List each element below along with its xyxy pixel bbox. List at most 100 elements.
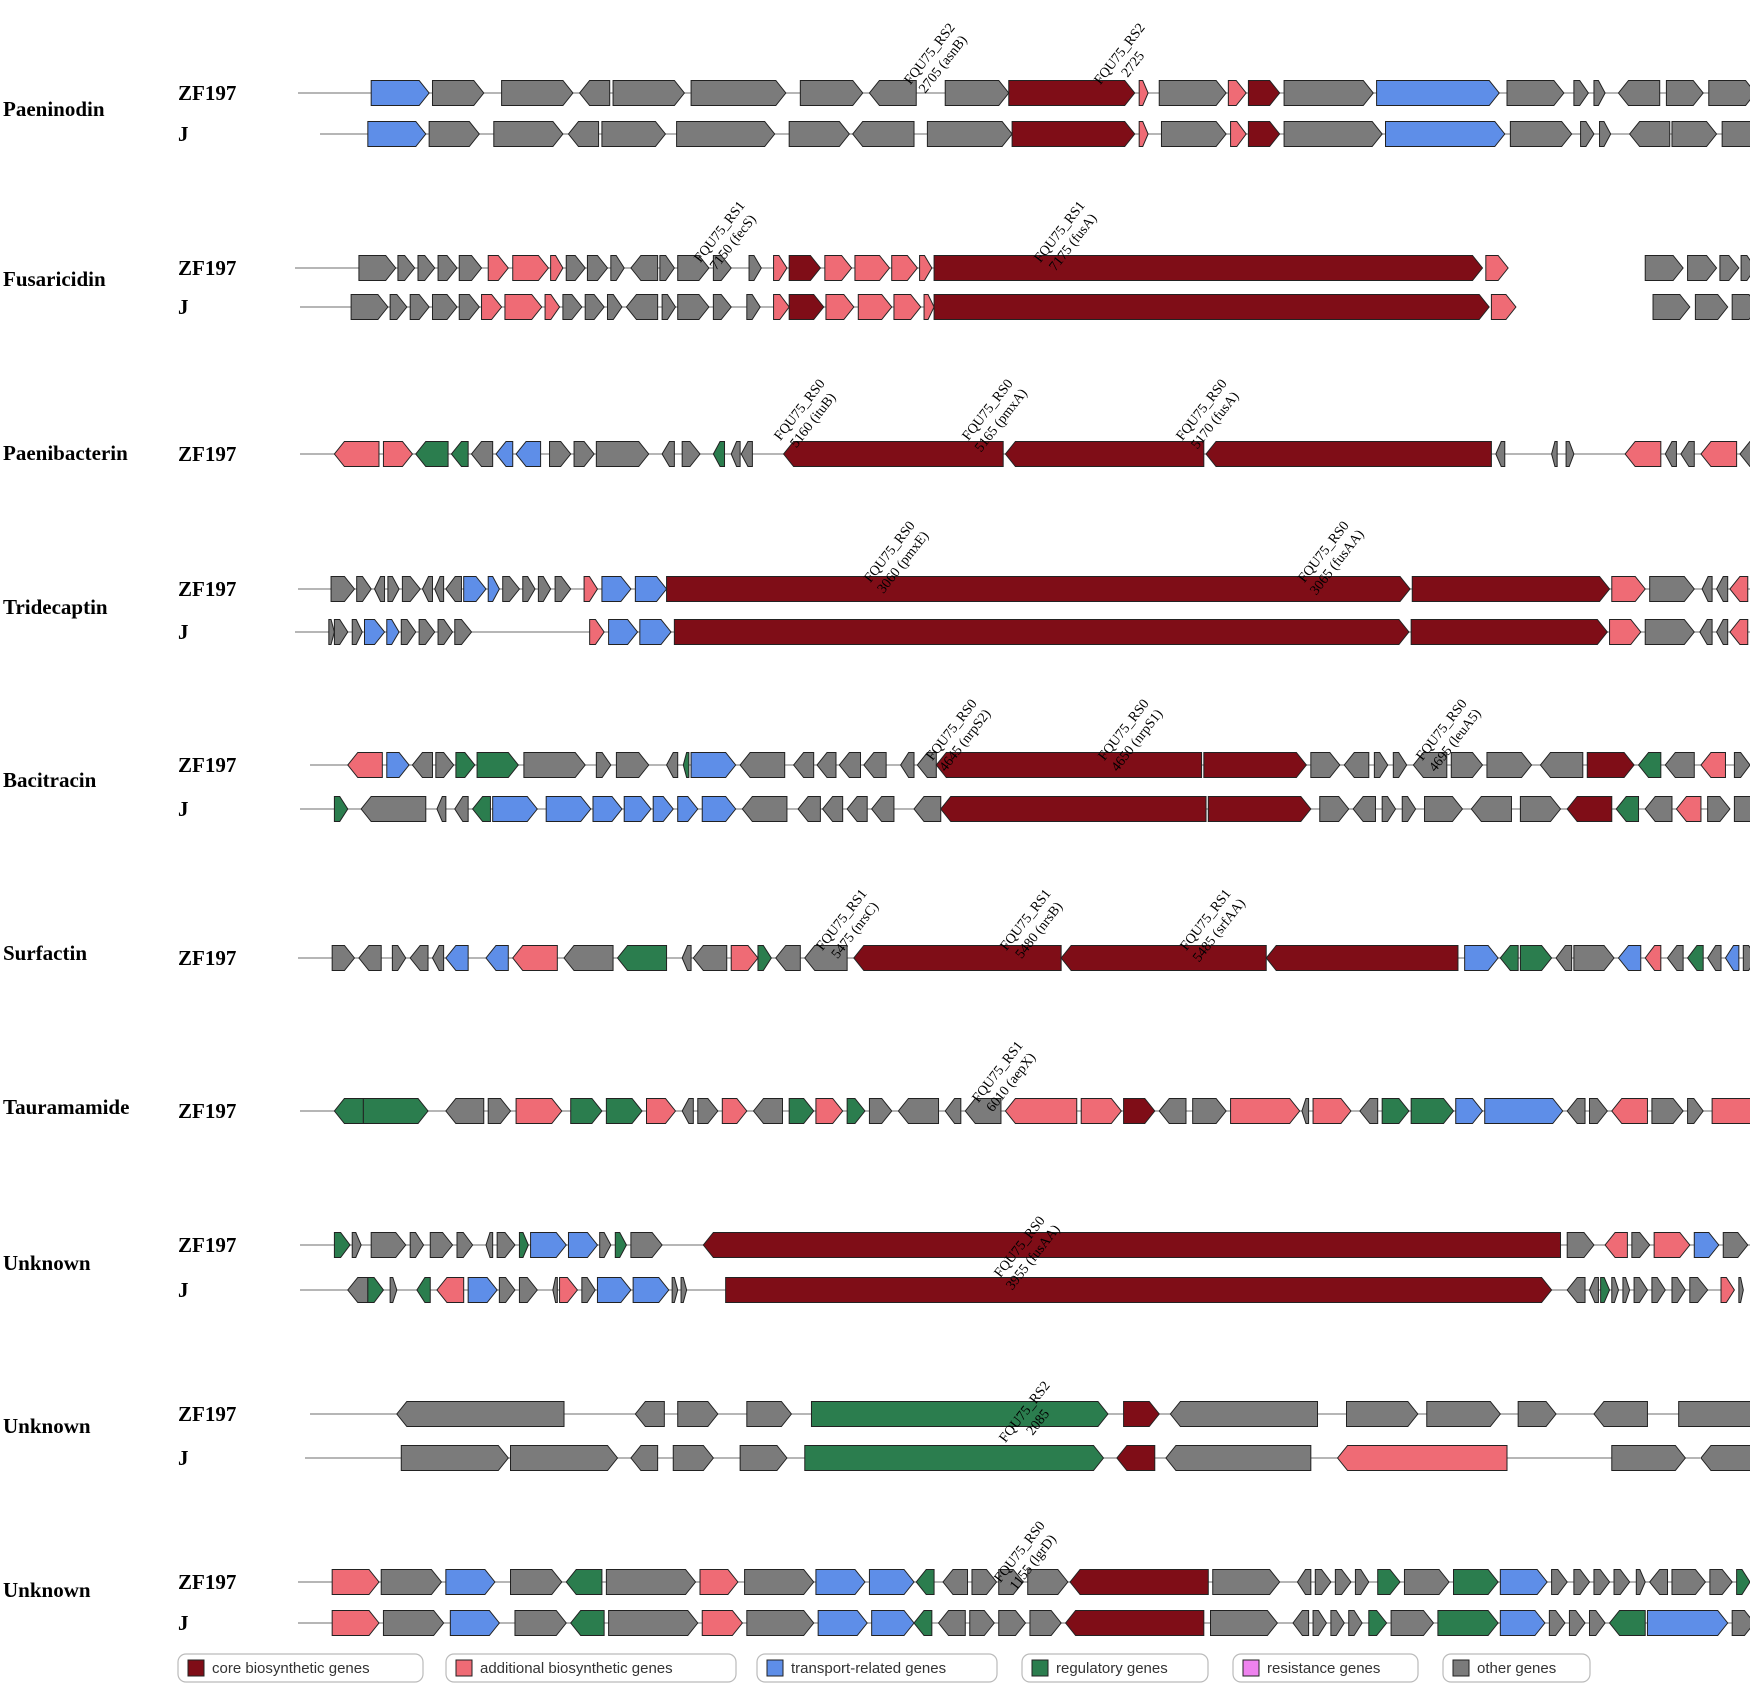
gene-arrow-transport: [601, 576, 632, 602]
gene-arrow-other: [741, 796, 788, 822]
gene-arrow-core: [1207, 796, 1312, 822]
gene-arrow-other: [868, 1098, 893, 1124]
gene-arrow-additional: [1611, 576, 1646, 602]
gene-arrow-additional: [1700, 441, 1738, 467]
gene-arrow-other: [712, 294, 732, 320]
gene-arrow-transport: [871, 1610, 915, 1636]
gene-arrow-additional: [347, 752, 383, 778]
strain-label: ZF197: [178, 1099, 236, 1123]
gene-arrow-other: [1733, 796, 1750, 822]
legend-chip[interactable]: [445, 1653, 737, 1683]
gene-arrow-other: [630, 1232, 663, 1258]
gene-arrow-other: [1671, 1569, 1707, 1595]
gene-arrow-other: [1551, 441, 1558, 467]
gene-arrow-other: [1519, 796, 1562, 822]
gene-arrow-transport: [1693, 1232, 1720, 1258]
gene-arrow-core: [1123, 1401, 1160, 1427]
gene-arrow-other: [1301, 1098, 1310, 1124]
gene-arrow-core: [782, 441, 1004, 467]
cluster-name: Bacitracin: [3, 768, 97, 792]
gene-arrow-other: [1580, 121, 1595, 147]
legend-chip[interactable]: [1442, 1653, 1591, 1683]
gene-arrow-transport: [467, 1277, 498, 1303]
gene-arrow-other: [573, 441, 595, 467]
track-J: J: [178, 619, 1750, 645]
cluster-name: Unknown: [3, 1251, 91, 1275]
strain-label: J: [178, 1278, 189, 1302]
gene-arrow-other: [1283, 80, 1374, 106]
gene-arrow-other: [1390, 1610, 1435, 1636]
gene-arrow-core: [1566, 796, 1613, 822]
gene-arrow-other: [347, 1277, 369, 1303]
gene-arrow-other: [1599, 121, 1612, 147]
gene-arrow-other: [681, 1098, 694, 1124]
gene-arrow-additional: [854, 255, 891, 281]
gene-arrow-other: [523, 752, 586, 778]
gene-arrow-other: [502, 576, 521, 602]
gene-arrow-other: [1700, 1445, 1750, 1471]
gene-arrow-other: [1319, 796, 1350, 822]
gene-arrow-additional: [559, 1277, 579, 1303]
legend-item-transport[interactable]: transport-related genes: [756, 1653, 998, 1683]
gene-arrow-regulatory: [333, 1098, 364, 1124]
track-ZF197: ZF197: [178, 1232, 1750, 1258]
gene-arrow-other: [964, 1098, 1002, 1124]
gene-arrow-additional: [824, 255, 853, 281]
gene-arrow-additional: [891, 255, 918, 281]
gene-arrow-other: [567, 121, 600, 147]
gene-arrow-other: [396, 1401, 565, 1427]
legend-item-additional[interactable]: additional biosynthetic genes: [445, 1653, 737, 1683]
gene-arrow-other: [1631, 1232, 1651, 1258]
legend-chip[interactable]: [756, 1653, 998, 1683]
legend-chip[interactable]: [1232, 1653, 1419, 1683]
gene-arrow-additional: [1729, 576, 1749, 602]
legend-swatch: [187, 1659, 205, 1677]
gene-arrow-other: [1588, 1277, 1599, 1303]
gene-arrow-other: [1566, 1098, 1586, 1124]
gene-arrow-other: [697, 1098, 719, 1124]
gene-arrow-additional: [333, 441, 380, 467]
gene-arrow-transport: [492, 796, 538, 822]
legend-item-other[interactable]: other genes: [1442, 1653, 1591, 1683]
gene-arrow-regulatory: [788, 1098, 815, 1124]
gene-arrow-other: [458, 255, 483, 281]
legend-chip[interactable]: [1021, 1653, 1209, 1683]
cluster-name: Tridecaptin: [3, 595, 108, 619]
gene-arrow-core: [853, 945, 1062, 971]
gene-arrow-other: [1192, 1098, 1227, 1124]
gene-arrow-other: [1373, 752, 1389, 778]
gene-arrow-regulatory: [565, 1569, 603, 1595]
gene-arrow-other: [409, 294, 430, 320]
gene-arrow-other: [1352, 796, 1376, 822]
gene-arrow-other: [431, 294, 458, 320]
gene-arrow-transport: [1617, 945, 1642, 971]
gene-arrow-other: [1292, 1610, 1310, 1636]
gene-arrow-additional: [645, 1098, 677, 1124]
gene-arrow-regulatory: [1368, 1610, 1388, 1636]
legend-item-core[interactable]: core biosynthetic genes: [177, 1653, 424, 1683]
gene-arrow-additional: [1230, 121, 1247, 147]
gene-arrow-additional: [1138, 121, 1149, 147]
gene-arrow-regulatory: [605, 1098, 643, 1124]
gene-arrow-transport: [634, 576, 668, 602]
gene-arrow-other: [400, 619, 417, 645]
gene-arrow-other: [1715, 576, 1729, 602]
gene-arrow-other: [1029, 1610, 1062, 1636]
gene-arrow-other: [1680, 441, 1695, 467]
gene-arrow-other: [328, 619, 335, 645]
gene-arrow-other: [1666, 945, 1684, 971]
gene-arrow-other: [846, 796, 868, 822]
legend-item-resistance[interactable]: resistance genes: [1232, 1653, 1419, 1683]
gene-arrow-regulatory: [810, 1401, 1109, 1427]
legend-chip[interactable]: [177, 1653, 424, 1683]
gene-arrow-additional: [1644, 945, 1662, 971]
gene-arrow-additional: [1336, 1445, 1508, 1471]
legend-label: regulatory genes: [1056, 1660, 1168, 1677]
gene-arrow-other: [1169, 1401, 1319, 1427]
legend-item-regulatory[interactable]: regulatory genes: [1021, 1653, 1209, 1683]
cluster-name: Unknown: [3, 1578, 91, 1602]
gene-arrow-other: [382, 1610, 445, 1636]
gene-arrow-regulatory: [476, 752, 519, 778]
